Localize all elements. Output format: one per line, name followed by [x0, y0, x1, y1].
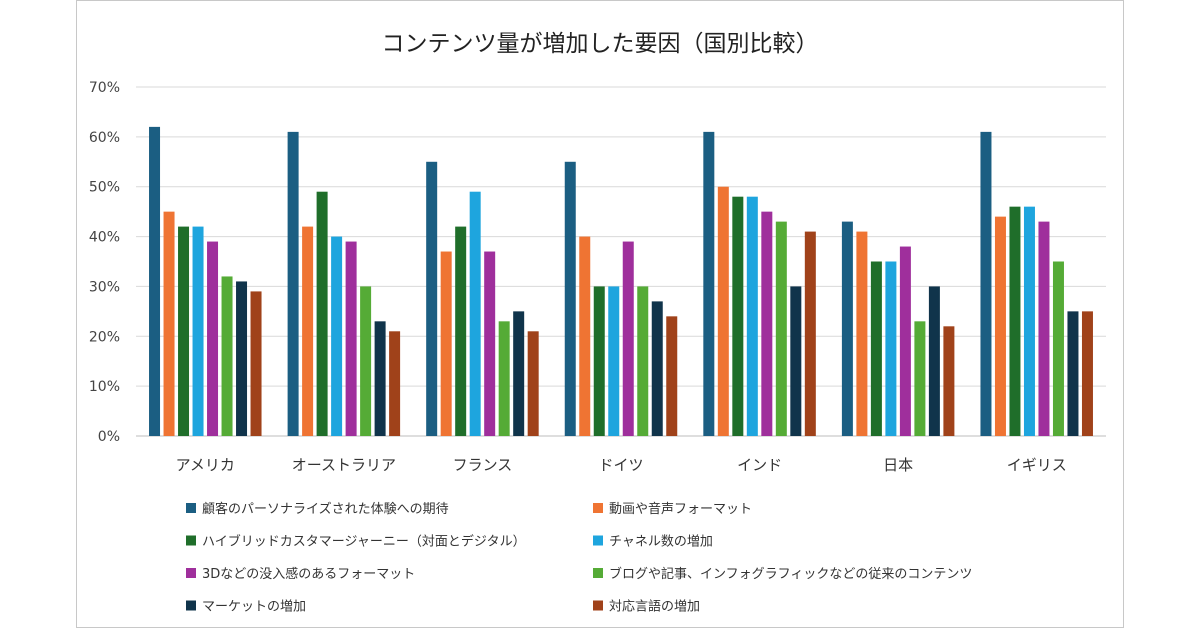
bar-4-5	[775, 221, 787, 436]
bar-4-4	[761, 211, 773, 436]
bar-5-6	[928, 286, 940, 436]
bar-2-5	[498, 321, 510, 436]
y-axis-ticks: 0% 10% 20% 30% 40% 50% 60% 70%	[89, 80, 120, 445]
bar-1-6	[374, 321, 386, 436]
bar-0-1	[163, 211, 175, 436]
bar-3-4	[622, 241, 634, 436]
bar-0-3	[192, 226, 204, 436]
bar-0-7	[250, 291, 262, 436]
category-label: イギリス	[1007, 456, 1067, 474]
legend-swatch-3	[593, 535, 603, 546]
bar-4-1	[717, 186, 729, 436]
bars	[149, 126, 1093, 437]
y-tick-label: 30%	[89, 279, 120, 295]
bar-2-0	[426, 161, 438, 437]
legend-swatch-6	[186, 600, 196, 611]
bar-6-5	[1052, 261, 1064, 436]
bar-5-5	[914, 321, 926, 436]
bar-0-2	[178, 226, 190, 436]
bar-1-1	[302, 226, 314, 436]
category-labels: アメリカ オーストラリア フランス ドイツ インド 日本 イギリス	[176, 456, 1067, 474]
bar-4-6	[790, 286, 802, 436]
bar-5-2	[870, 261, 882, 436]
legend-swatch-5	[593, 568, 603, 578]
bar-6-4	[1038, 221, 1050, 436]
bar-3-7	[666, 316, 678, 436]
legend-swatch-4	[186, 568, 196, 578]
bar-2-2	[455, 226, 467, 436]
y-tick-label: 40%	[89, 230, 120, 246]
legend-swatch-2	[186, 535, 196, 546]
bar-5-1	[856, 231, 868, 436]
category-label: オーストラリア	[292, 456, 396, 474]
bar-2-4	[484, 251, 496, 436]
y-tick-label: 50%	[89, 180, 120, 196]
legend-label-2: ハイブリッドカスタマージャーニー（対面とデジタル）	[202, 534, 526, 550]
bar-4-7	[804, 231, 816, 436]
bar-3-6	[651, 301, 663, 436]
bar-0-5	[221, 276, 233, 436]
bar-5-7	[943, 326, 955, 436]
legend-swatch-1	[593, 503, 603, 513]
legend-swatch-7	[593, 600, 603, 611]
legend-label-6: マーケットの増加	[202, 600, 306, 615]
legend-label-7: 対応言語の増加	[609, 599, 700, 615]
bar-5-0	[841, 221, 853, 436]
bar-4-2	[732, 196, 744, 436]
bar-3-1	[579, 236, 591, 436]
category-label: インド	[737, 456, 782, 474]
y-tick-label: 10%	[89, 379, 120, 395]
y-tick-label: 20%	[89, 329, 120, 345]
bar-1-3	[331, 236, 343, 436]
bar-3-3	[608, 286, 620, 436]
bar-6-2	[1009, 206, 1021, 436]
bar-4-0	[703, 131, 715, 436]
bar-1-4	[345, 241, 357, 436]
bar-6-0	[980, 131, 992, 436]
bar-0-0	[149, 126, 161, 436]
legend-label-0: 顧客のパーソナライズされた体験への期待	[202, 501, 449, 517]
bar-2-1	[440, 251, 452, 436]
gridlines	[136, 86, 1106, 437]
bar-6-7	[1081, 311, 1093, 436]
bar-2-3	[469, 191, 481, 436]
y-tick-label: 60%	[89, 130, 120, 146]
bar-5-3	[885, 261, 897, 436]
legend-label-3: チャネル数の増加	[609, 535, 713, 550]
category-label: ドイツ	[598, 456, 643, 474]
y-tick-label: 70%	[89, 80, 120, 96]
bar-3-5	[637, 286, 649, 436]
bar-3-0	[564, 161, 576, 437]
bar-1-7	[389, 331, 401, 436]
legend: 顧客のパーソナライズされた体験への期待 動画や音声フォーマットハイブリッドカスタマ…	[186, 501, 972, 615]
bar-4-3	[746, 196, 758, 436]
bar-1-5	[360, 286, 372, 436]
bar-3-2	[593, 286, 605, 436]
bar-0-6	[236, 281, 248, 436]
category-label: フランス	[453, 456, 513, 474]
bar-1-0	[287, 131, 299, 436]
legend-swatch-0	[186, 503, 196, 513]
y-tick-label: 0%	[98, 429, 120, 445]
bar-1-2	[316, 191, 328, 436]
category-label: 日本	[883, 456, 913, 474]
legend-label-5: ブログや記事、インフォグラフィックなどの従来のコンテンツ	[609, 566, 972, 582]
category-label: アメリカ	[176, 456, 235, 474]
legend-label-1: 動画や音声フォーマット	[609, 501, 752, 517]
bar-0-4	[207, 241, 219, 436]
legend-label-4: 3Dなどの没入感のあるフォーマット	[202, 566, 415, 582]
bar-2-7	[527, 331, 539, 436]
bar-6-6	[1067, 311, 1079, 436]
bar-6-3	[1023, 206, 1035, 436]
chart-title: コンテンツ量が増加した要因（国別比較）	[382, 31, 819, 57]
bar-2-6	[513, 311, 525, 436]
bar-6-1	[994, 216, 1006, 436]
bar-5-4	[899, 246, 911, 436]
